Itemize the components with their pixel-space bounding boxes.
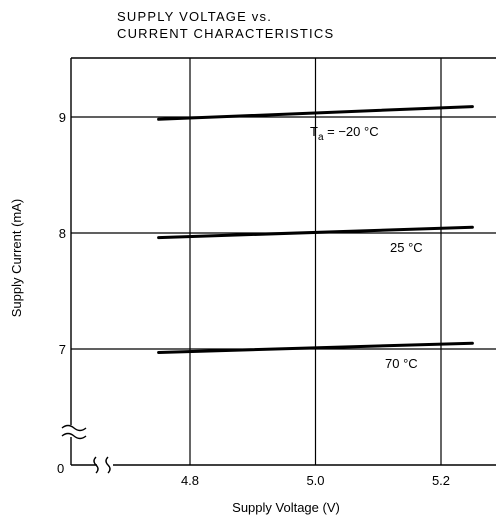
x-tick-label-5.0: 5.0 [306,473,324,488]
series-label-0: Ta = −20 °C [310,124,379,143]
chart-title-line-2: CURRENT CHARACTERISTICS [117,26,334,41]
y-axis-break-mark [61,424,87,440]
y-tick-label-9: 9 [59,110,66,125]
series-labels: Ta = −20 °C 25 °C 70 °C [310,124,423,371]
plot-frame [70,57,496,466]
series-label-1: 25 °C [390,240,423,255]
series-label-2: 70 °C [385,356,418,371]
grid-lines [71,58,496,465]
series-label-sub-0: a [318,132,324,143]
y-axis-label: Supply Current (mA) [9,199,24,317]
x-axis-break-mark [93,456,111,474]
x-tick-label-5.2: 5.2 [432,473,450,488]
series-label-main-0: T [310,124,318,139]
x-axis-label: Supply Voltage (V) [232,500,340,515]
chart-title-line-1: SUPPLY VOLTAGE vs. [117,9,272,24]
tick-labels: 7 8 9 4.8 5.0 5.2 [59,110,450,488]
series-label-rest-0: = −20 °C [324,124,379,139]
series-line-2 [157,341,474,354]
series-lines [157,105,474,354]
series-line-0 [157,105,474,121]
y-tick-label-7: 7 [59,342,66,357]
series-label-main-1: 25 °C [390,240,423,255]
x-tick-label-4.8: 4.8 [181,473,199,488]
origin-label: 0 [57,461,64,476]
y-tick-label-8: 8 [59,226,66,241]
series-line-1 [157,225,474,240]
axis-breaks [61,424,111,474]
series-label-main-2: 70 °C [385,356,418,371]
